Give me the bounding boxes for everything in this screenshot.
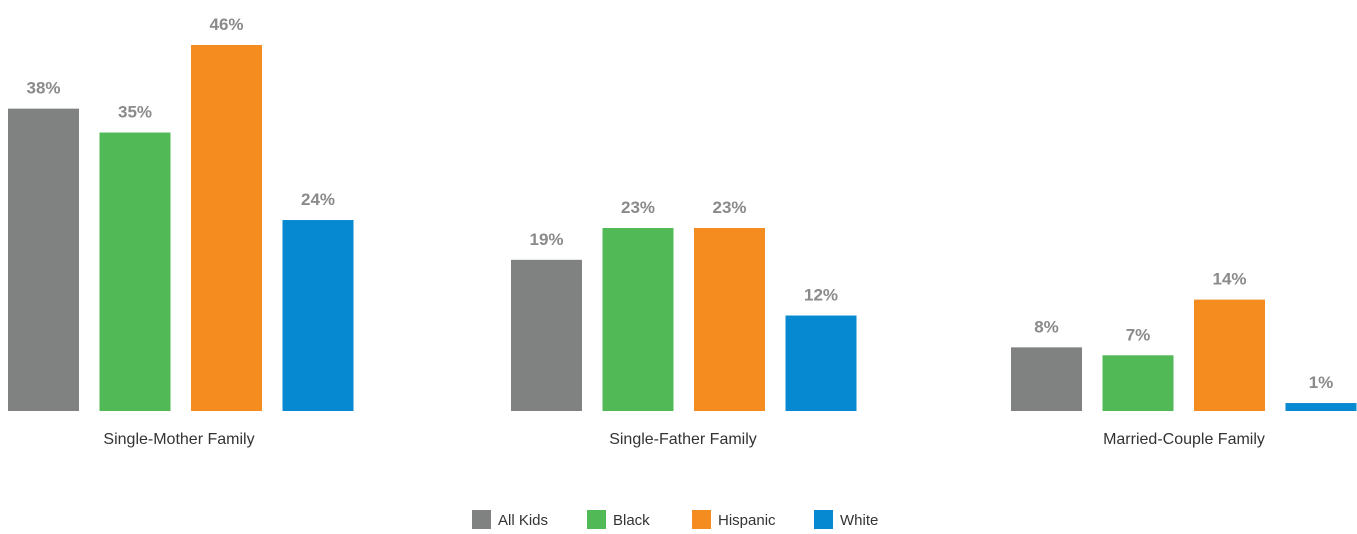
bar-single-mother-family-white	[282, 220, 354, 411]
bar-married-couple-family-all-kids	[1011, 347, 1082, 411]
value-label-single-father-family-all-kids: 19%	[529, 230, 563, 249]
value-label-single-mother-family-black: 35%	[118, 103, 152, 122]
bar-single-mother-family-hispanic	[191, 45, 262, 411]
value-label-single-mother-family-hispanic: 46%	[209, 15, 243, 34]
legend: All Kids Black Hispanic White	[472, 510, 878, 529]
legend-label-white: White	[840, 512, 878, 529]
value-label-married-couple-family-black: 7%	[1126, 325, 1151, 344]
bar-single-mother-family-black	[99, 132, 171, 412]
bar-single-father-family-white	[785, 315, 857, 411]
value-label-married-couple-family-all-kids: 8%	[1034, 317, 1059, 336]
bar-single-mother-family-all-kids	[8, 108, 79, 412]
legend-swatch-white	[814, 510, 833, 529]
legend-label-black: Black	[613, 512, 650, 529]
legend-label-hispanic: Hispanic	[718, 512, 776, 529]
value-label-single-father-family-black: 23%	[621, 198, 655, 217]
bar-single-father-family-hispanic	[694, 228, 765, 411]
bar-single-father-family-all-kids	[511, 259, 582, 411]
category-labels-layer: Single-Mother Family Single-Father Family…	[103, 431, 1264, 448]
value-labels-layer: 38% 35% 46% 24% 19% 23% 23% 12% 8% 7% 14% 1%	[26, 15, 1333, 392]
legend-swatch-hispanic	[692, 510, 711, 529]
category-label-single-father-family: Single-Father Family	[609, 431, 757, 448]
value-label-single-father-family-white: 12%	[804, 286, 838, 305]
bar-married-couple-family-white	[1285, 403, 1357, 411]
value-label-single-father-family-hispanic: 23%	[712, 198, 746, 217]
legend-swatch-all-kids	[472, 510, 491, 529]
value-label-married-couple-family-white: 1%	[1309, 373, 1334, 392]
bars-layer	[8, 45, 1357, 412]
value-label-single-mother-family-white: 24%	[301, 190, 335, 209]
category-label-single-mother-family: Single-Mother Family	[103, 431, 254, 448]
value-label-married-couple-family-hispanic: 14%	[1212, 270, 1246, 289]
bar-married-couple-family-hispanic	[1194, 299, 1265, 411]
legend-swatch-black	[587, 510, 606, 529]
value-label-single-mother-family-all-kids: 38%	[26, 79, 60, 98]
bar-single-father-family-black	[602, 228, 674, 411]
category-label-married-couple-family: Married-Couple Family	[1103, 431, 1265, 448]
bar-married-couple-family-black	[1102, 355, 1174, 411]
legend-label-all-kids: All Kids	[498, 512, 548, 529]
